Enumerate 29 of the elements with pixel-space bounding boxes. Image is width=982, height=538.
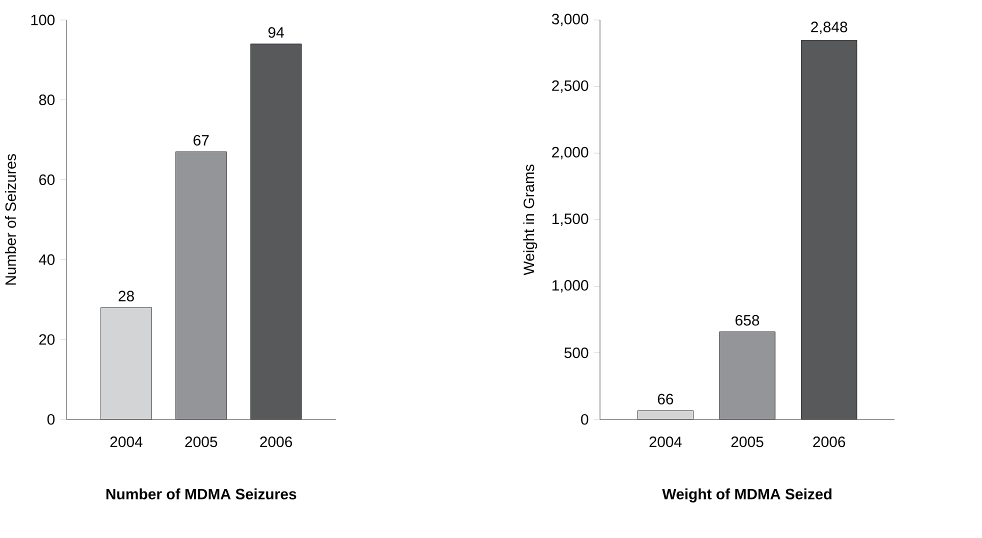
data-label: 94 [268, 27, 284, 38]
x-tick-label: 2006 [813, 436, 846, 448]
x-tick-label: 2006 [260, 436, 292, 448]
y-tick-label: 80 [39, 94, 55, 106]
data-label: 2,848 [811, 22, 848, 34]
y-tick-label: 0 [47, 414, 55, 425]
y-tick-label: 20 [39, 334, 55, 345]
y-tick-label: 2,500 [552, 80, 588, 93]
y-tick-label: 3,000 [552, 14, 588, 26]
y-tick-label: 1,500 [552, 213, 588, 226]
data-label: 28 [118, 290, 134, 302]
y-tick-label: 500 [564, 347, 588, 358]
x-tick-label: 2005 [185, 436, 218, 448]
y-tick-label: 60 [39, 174, 55, 185]
y-tick-label: 100 [31, 14, 55, 26]
data-label: 67 [194, 134, 209, 146]
y-axis-title: Weight in Grams [523, 164, 538, 276]
y-tick-label: 2,000 [552, 146, 588, 160]
y-tick-label: 0 [581, 414, 588, 425]
x-tick-label: 2005 [731, 436, 764, 448]
x-tick-label: 2004 [110, 436, 142, 448]
text: Weight of MDMA Seized [662, 488, 832, 502]
x-tick-label: 2004 [650, 436, 682, 448]
y-tick-label: 1,000 [552, 280, 588, 292]
text: Number of MDMA Seizures [106, 488, 296, 500]
data-label: 66 [658, 394, 674, 404]
data-label: 658 [736, 314, 760, 326]
y-axis-title: Number of Seizures [5, 154, 16, 285]
y-tick-label: 40 [38, 254, 55, 265]
